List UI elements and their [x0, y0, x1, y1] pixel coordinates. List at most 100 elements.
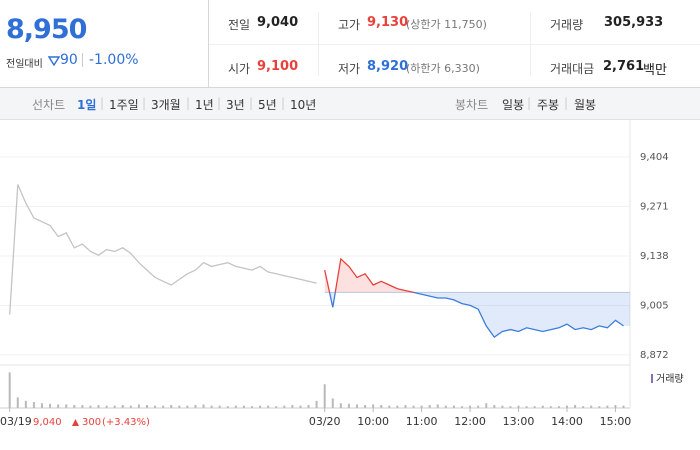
volume-bar	[339, 403, 342, 408]
prev-change: 300	[82, 417, 101, 428]
volume-bar	[541, 405, 544, 408]
candle-tab[interactable]: 일봉	[502, 98, 525, 112]
volume-bar	[315, 400, 318, 408]
volume-bar	[549, 406, 552, 408]
stat-label: 고가	[338, 18, 361, 32]
volume-bar	[461, 406, 463, 408]
candle-tab[interactable]: 월봉	[574, 98, 597, 112]
stat-unit: 백만	[643, 63, 667, 78]
x-tick-label: 03/19	[0, 415, 32, 428]
price-area	[324, 258, 630, 338]
volume-bar	[259, 405, 262, 408]
volume-bar	[65, 404, 68, 408]
volume-bar	[299, 405, 302, 408]
volume-bar	[129, 405, 132, 408]
volume-bar	[517, 405, 520, 408]
volume-bar	[41, 403, 43, 408]
y-tick-label: 8,872	[640, 350, 669, 361]
period-tab[interactable]: 3개월	[151, 98, 181, 112]
price-line	[324, 257, 624, 338]
y-tick-label: 9,005	[640, 300, 669, 311]
x-tick-label: 10:00	[357, 415, 389, 428]
volume-bar	[251, 406, 253, 408]
period-tab[interactable]: 1주일	[109, 98, 139, 112]
volume-bar	[444, 405, 447, 408]
volume-bar	[598, 406, 601, 408]
y-tick-label: 9,271	[640, 201, 669, 212]
change-label: 전일대비	[6, 59, 43, 70]
volume-bar	[590, 405, 593, 408]
volume-bar	[226, 406, 229, 408]
period-tabs: 선차트 1일 | 1주일 | 3개월 | 1년 | 3년 | 5년 | 10년 봉차트 일봉 | 주봉 | 월봉	[0, 88, 700, 120]
tab-separator: |	[186, 96, 191, 110]
volume-bar	[356, 404, 358, 408]
period-tab[interactable]: 1년	[195, 98, 214, 112]
stat-label: 전일	[228, 18, 251, 32]
tab-separator: |	[281, 96, 286, 110]
period-tab[interactable]: 3년	[226, 98, 245, 112]
tab-separator: |	[100, 96, 105, 110]
volume-bar	[97, 405, 100, 408]
volume-bar	[452, 405, 455, 408]
volume-bar	[533, 406, 536, 408]
stat-note: (상한가 11,750)	[406, 18, 487, 31]
volume-bar	[242, 405, 245, 408]
divider	[208, 0, 209, 88]
volume-bar	[614, 405, 617, 408]
stat-value: 9,040	[257, 15, 299, 30]
chart: 9,404 9,271 9,138 9,005 8,872 03/19 03/20 10:00…	[0, 120, 684, 428]
stat-label: 시가	[228, 62, 251, 76]
volume-bar	[283, 405, 286, 408]
volume-bar	[49, 403, 52, 408]
down-icon	[48, 56, 60, 66]
volume-bar	[89, 405, 92, 408]
period-tab[interactable]: 1일	[77, 98, 97, 112]
volume-bar	[210, 405, 213, 408]
x-tick-label: 15:00	[600, 415, 632, 428]
volume-bar	[218, 405, 221, 408]
volume-bar	[121, 405, 124, 408]
prev-close: 9,040	[33, 417, 62, 428]
volume-bar	[372, 404, 375, 408]
volume-bar	[622, 405, 625, 408]
period-tab[interactable]: 10년	[290, 98, 317, 112]
candle-tab[interactable]: 주봉	[537, 98, 560, 112]
volume-bar	[347, 403, 350, 408]
volume-bar	[582, 406, 585, 408]
volume-bar	[307, 405, 310, 408]
volume-bar	[380, 405, 383, 408]
volume-bar	[331, 398, 334, 408]
x-tick-label: 14:00	[551, 415, 583, 428]
volume-bar	[606, 405, 609, 408]
price: 8,950	[6, 14, 87, 45]
volume-bar	[267, 405, 270, 408]
stat-value: 305,933	[604, 15, 664, 30]
volume-bar	[8, 372, 11, 408]
volume-bar	[388, 405, 391, 408]
period-tab[interactable]: 5년	[258, 98, 277, 112]
change: 90	[60, 52, 78, 68]
volume-bar	[275, 406, 278, 408]
x-tick-label: 03/20	[309, 415, 341, 428]
volume-bar	[170, 405, 173, 408]
volume-bar	[16, 397, 19, 408]
volume-bar	[557, 406, 560, 408]
x-tick-label: 11:00	[406, 415, 438, 428]
tab-group-label: 선차트	[32, 98, 66, 112]
volume-bar	[146, 405, 148, 408]
volume-bar	[404, 405, 407, 408]
volume-bar	[436, 404, 439, 408]
up-icon	[72, 419, 79, 426]
volume-bar	[162, 405, 165, 408]
volume-bar	[566, 405, 568, 408]
volume-bar	[178, 405, 181, 408]
stat-value: 9,100	[257, 59, 299, 74]
volume-bar	[202, 404, 205, 408]
tab-separator: |	[564, 96, 569, 110]
stat-label: 거래대금	[550, 62, 595, 76]
y-tick-label: 9,404	[640, 152, 669, 163]
volume-bar	[113, 405, 116, 408]
volume-bar	[194, 405, 197, 408]
